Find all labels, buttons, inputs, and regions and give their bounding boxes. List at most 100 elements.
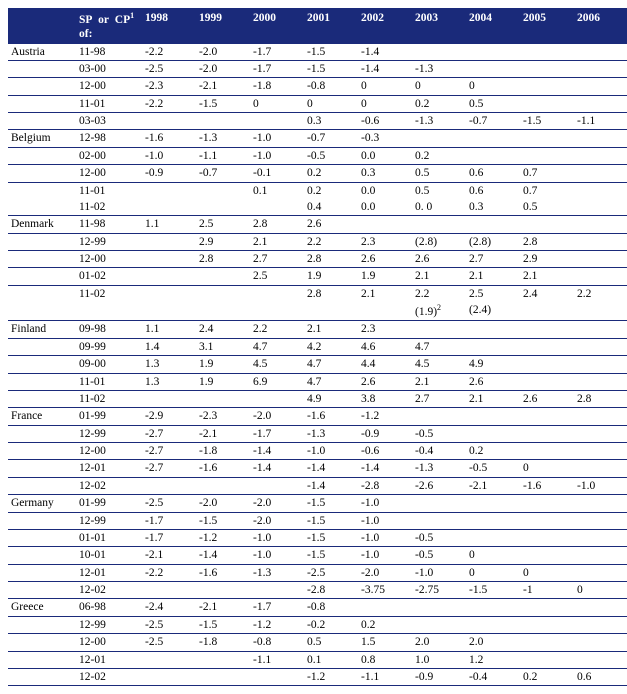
- value-cell: 2.1: [358, 285, 412, 321]
- table-row: 12-02-1.2-1.1-0.9-0.40.20.6: [8, 668, 627, 685]
- value-cell: -1.7: [250, 599, 304, 616]
- value-cell: -1.5: [304, 529, 358, 546]
- value-cell: [520, 408, 574, 425]
- value-cell: 0.0: [358, 147, 412, 164]
- table-row: 12-00-2.5-1.8-0.80.51.52.02.0: [8, 634, 627, 651]
- value-cell: -1.0: [250, 529, 304, 546]
- value-cell: [412, 495, 466, 512]
- value-cell: -1.2: [304, 668, 358, 685]
- value-cell: -2.5: [142, 495, 196, 512]
- value-cell: [520, 443, 574, 460]
- value-cell: [466, 60, 520, 77]
- country-cell: [8, 373, 76, 390]
- value-cell: [574, 547, 627, 564]
- sp-cell: 12-00: [76, 165, 142, 182]
- value-cell: -1.2: [250, 616, 304, 633]
- value-cell: -2.1: [466, 477, 520, 494]
- value-cell: [250, 285, 304, 321]
- sp-cell: 12-00: [76, 443, 142, 460]
- value-cell: [520, 130, 574, 147]
- value-cell: 2.6: [520, 390, 574, 407]
- country-cell: [8, 529, 76, 546]
- value-cell: [574, 529, 627, 546]
- value-cell: -0.8: [304, 599, 358, 616]
- country-cell: [8, 147, 76, 164]
- value-cell: 2.1: [250, 233, 304, 250]
- value-cell: [574, 268, 627, 285]
- sp-cell: 11-02: [76, 390, 142, 407]
- value-cell: 1.0: [412, 651, 466, 668]
- value-cell: 2.9: [520, 251, 574, 268]
- value-cell: [466, 495, 520, 512]
- value-cell: -0.4: [466, 668, 520, 685]
- value-cell: [574, 651, 627, 668]
- value-cell: 4.4: [358, 356, 412, 373]
- value-cell: 2.8: [196, 251, 250, 268]
- value-cell: [574, 495, 627, 512]
- header-year: 2006: [574, 9, 627, 44]
- value-cell: 2.8: [250, 216, 304, 233]
- value-cell: 0: [466, 564, 520, 581]
- value-cell: 0.5: [466, 95, 520, 112]
- value-cell: 0: [358, 78, 412, 95]
- value-cell: -1.7: [250, 43, 304, 60]
- sp-cell: 12-01: [76, 460, 142, 477]
- sp-cell: 11-0111-02: [76, 182, 142, 216]
- value-cell: -2.7: [142, 425, 196, 442]
- value-cell: 0.50. 0: [412, 182, 466, 216]
- table-row: 02-00-1.0-1.1-1.0-0.50.00.2: [8, 147, 627, 164]
- value-cell: 2.2: [250, 321, 304, 338]
- value-cell: 2.1: [466, 390, 520, 407]
- value-cell: 2.6: [304, 216, 358, 233]
- value-cell: [142, 651, 196, 668]
- value-cell: -1.5: [304, 43, 358, 60]
- country-cell: [8, 356, 76, 373]
- value-cell: -1.2: [358, 408, 412, 425]
- value-cell: -0.1: [250, 165, 304, 182]
- value-cell: [574, 599, 627, 616]
- value-cell: [196, 113, 250, 130]
- value-cell: -1.6: [142, 130, 196, 147]
- value-cell: -1.1: [196, 147, 250, 164]
- value-cell: 4.5: [250, 356, 304, 373]
- value-cell: -2.2: [142, 564, 196, 581]
- value-cell: 0.3: [304, 113, 358, 130]
- country-cell: [8, 78, 76, 95]
- value-cell: [142, 268, 196, 285]
- table-row: 09-001.31.94.54.74.44.54.9: [8, 356, 627, 373]
- value-cell: [466, 408, 520, 425]
- value-cell: [520, 529, 574, 546]
- sp-cell: 12-99: [76, 425, 142, 442]
- value-cell: [520, 95, 574, 112]
- value-cell: -1.5: [466, 582, 520, 599]
- value-cell: 1.3: [142, 373, 196, 390]
- value-cell: -1.3: [304, 425, 358, 442]
- value-cell: 0.2: [520, 668, 574, 685]
- value-cell: -2.8: [358, 477, 412, 494]
- value-cell: 0.1: [250, 182, 304, 216]
- value-cell: [142, 668, 196, 685]
- value-cell: 2.4: [196, 321, 250, 338]
- sp-cell: 09-98: [76, 321, 142, 338]
- value-cell: 0.20.4: [304, 182, 358, 216]
- value-cell: [466, 216, 520, 233]
- value-cell: 0.2: [358, 616, 412, 633]
- value-cell: 2.2: [304, 233, 358, 250]
- value-cell: [466, 338, 520, 355]
- value-cell: 0.60.3: [466, 182, 520, 216]
- value-cell: [142, 582, 196, 599]
- value-cell: -1.7: [250, 425, 304, 442]
- value-cell: [466, 529, 520, 546]
- value-cell: -1.1: [250, 651, 304, 668]
- value-cell: [466, 512, 520, 529]
- value-cell: -1.3: [196, 130, 250, 147]
- sp-cell: 03-00: [76, 60, 142, 77]
- country-cell: [8, 616, 76, 633]
- sp-cell: 12-00: [76, 78, 142, 95]
- value-cell: [574, 60, 627, 77]
- value-cell: 0.7: [520, 165, 574, 182]
- sp-cell: 01-01: [76, 529, 142, 546]
- value-cell: -0.2: [304, 616, 358, 633]
- value-cell: -2.8: [304, 582, 358, 599]
- value-cell: 2.3: [358, 233, 412, 250]
